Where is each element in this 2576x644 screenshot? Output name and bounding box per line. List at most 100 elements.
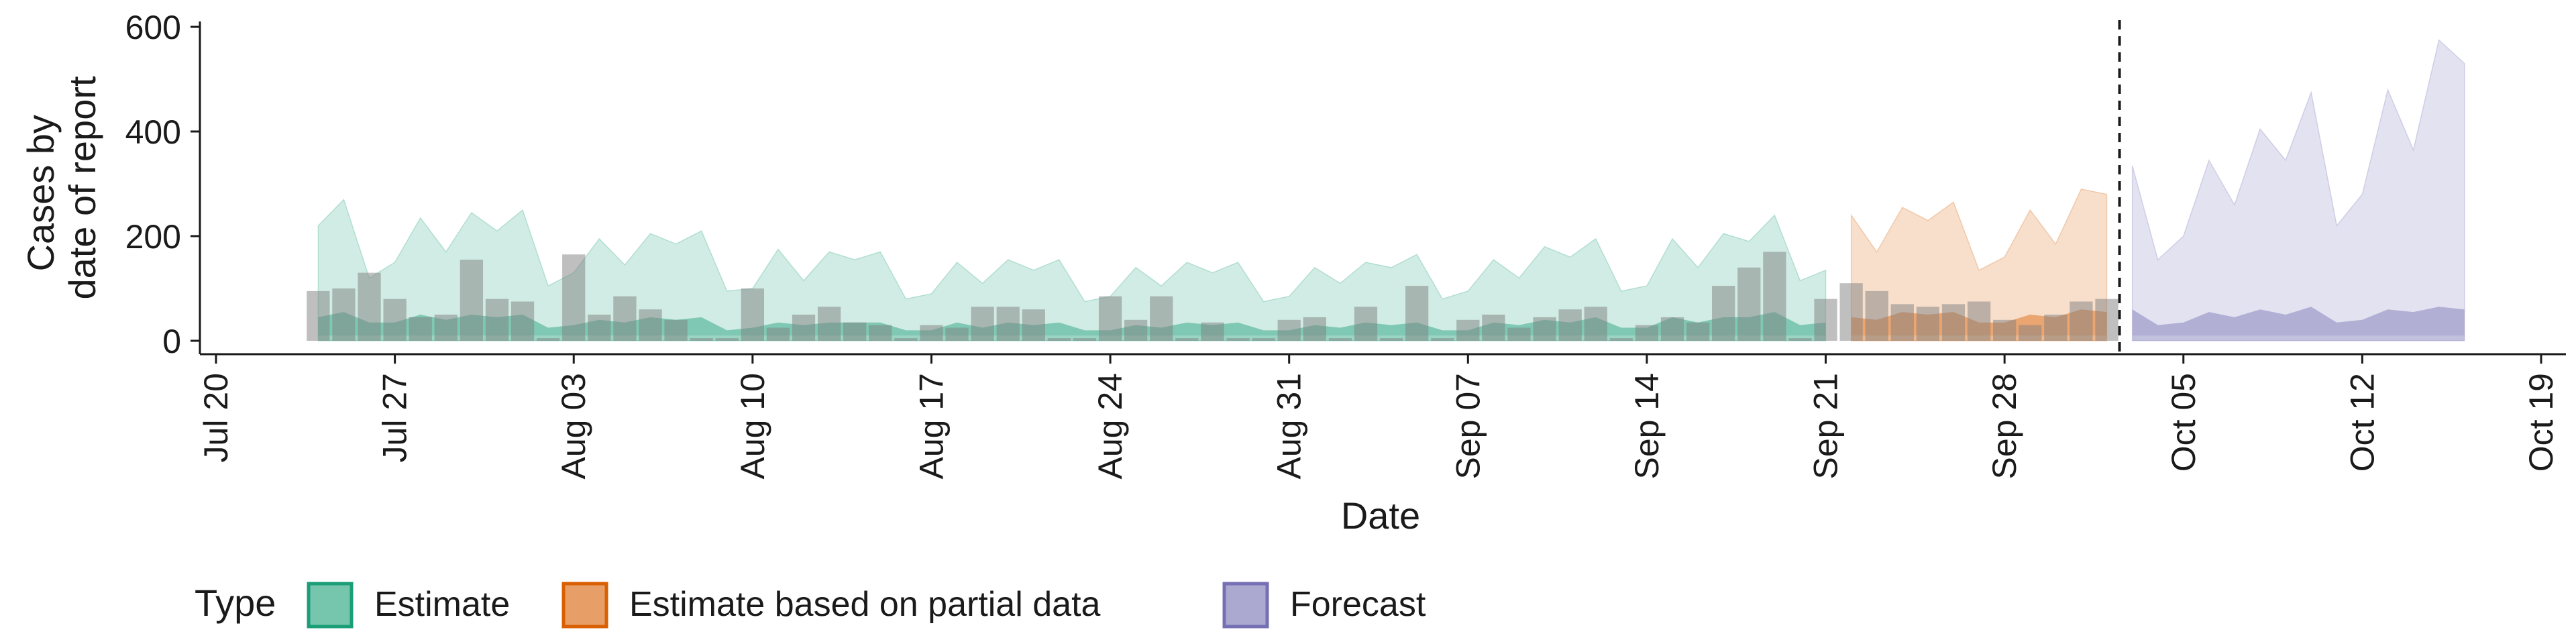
observed-bar <box>817 307 841 341</box>
observed-bar <box>1124 319 1148 341</box>
observed-bar <box>945 327 969 341</box>
observed-bar <box>409 317 432 341</box>
observed-bar <box>1073 338 1097 341</box>
x-tick-label: Jul 20 <box>197 373 235 462</box>
observed-bar <box>766 327 790 341</box>
observed-bar <box>1660 317 1684 341</box>
plot-area <box>307 20 2465 354</box>
axes: 0 200 400 600 Jul 20 Jul 27 Aug 03 Aug 10 Aug 1… <box>19 9 2566 537</box>
observed-bar <box>1277 319 1301 341</box>
observed-bar <box>1788 338 1812 341</box>
observed-bar <box>1839 283 1863 341</box>
observed-bar <box>1686 322 1710 341</box>
observed-bar <box>1609 338 1633 341</box>
y-axis-label: Cases by date of report <box>19 76 103 300</box>
observed-bar <box>1405 286 1429 341</box>
x-tick-label: Jul 27 <box>376 373 414 462</box>
legend-swatch <box>561 582 608 629</box>
y-tick-label: 600 <box>125 9 181 46</box>
x-tick-label: Sep 14 <box>1628 373 1666 479</box>
observed-bar <box>2095 299 2118 341</box>
legend-swatch <box>1222 582 1269 629</box>
observed-bar <box>664 319 688 341</box>
observed-bar <box>1533 317 1556 341</box>
x-tick-label: Sep 28 <box>1986 373 2023 479</box>
x-tick-label: Oct 12 <box>2343 373 2381 472</box>
observed-bar <box>1814 299 1837 341</box>
observed-bar <box>1993 319 2017 341</box>
observed-bar <box>562 254 586 341</box>
observed-bar <box>1635 325 1659 341</box>
observed-bar <box>1507 327 1531 341</box>
observed-bar <box>1456 319 1480 341</box>
observed-bar <box>741 288 764 341</box>
observed-bar <box>894 338 918 341</box>
legend-entries: Estimate Estimate based on partial data Fo… <box>307 582 1426 629</box>
credible-interval-bands <box>317 39 2465 341</box>
observed-bar <box>332 288 356 341</box>
observed-bar <box>1482 315 1505 341</box>
legend-label: Estimate based on partial data <box>629 585 1101 624</box>
observed-bar <box>920 325 943 341</box>
x-tick-label: Sep 21 <box>1807 373 1845 479</box>
observed-bar <box>1916 307 1940 341</box>
observed-bar <box>1047 338 1071 341</box>
observed-bar <box>792 315 816 341</box>
y-tick-label: 200 <box>125 218 181 256</box>
band-50-2 <box>2132 307 2465 336</box>
observed-bar <box>1737 267 1761 341</box>
x-axis-ticks: Jul 20 Jul 27 Aug 03 Aug 10 Aug 17 Aug 24 Aug … <box>197 354 2560 479</box>
observed-bars <box>307 252 2118 341</box>
x-tick-label: Aug 10 <box>734 373 771 479</box>
y-axis-label-line-1: Cases by <box>19 115 62 271</box>
band-low-2 <box>2132 335 2465 341</box>
band-90-2 <box>2131 39 2465 341</box>
observed-bar <box>2070 301 2093 341</box>
observed-bar <box>1226 338 1250 341</box>
observed-bar <box>1252 338 1275 341</box>
observed-bar <box>1865 290 1888 341</box>
observed-bar <box>1763 252 1786 341</box>
y-tick-label: 0 <box>162 323 181 360</box>
y-axis-label-line-2: date of report <box>61 76 103 300</box>
observed-bar <box>715 338 739 341</box>
observed-bar <box>1175 338 1199 341</box>
legend: Type Estimate Estimate based on partial d… <box>195 582 1426 629</box>
observed-bar <box>1890 304 1914 341</box>
observed-bar <box>307 290 330 341</box>
band-50-0 <box>318 312 1826 336</box>
y-axis-ticks: 0 200 400 600 <box>125 9 200 360</box>
observed-bar <box>1379 338 1403 341</box>
y-tick-label: 400 <box>125 113 181 151</box>
observed-bar <box>1098 296 1122 341</box>
observed-bar <box>1584 307 1607 341</box>
observed-bar <box>1328 338 1352 341</box>
observed-bar <box>1201 322 1224 341</box>
observed-bar <box>1354 307 1378 341</box>
x-tick-label: Aug 17 <box>912 373 950 479</box>
observed-bar <box>869 325 892 341</box>
x-tick-label: Oct 19 <box>2522 373 2560 472</box>
observed-bar <box>2044 315 2068 341</box>
x-tick-label: Aug 03 <box>555 373 592 479</box>
x-tick-label: Aug 31 <box>1271 373 1308 479</box>
observed-bar <box>537 338 560 341</box>
observed-bar <box>1712 286 1735 341</box>
observed-bar <box>996 307 1020 341</box>
observed-bar <box>1967 301 1991 341</box>
x-axis-label: Date <box>1341 494 1420 537</box>
observed-bar <box>1941 304 1966 341</box>
x-tick-label: Oct 05 <box>2165 373 2202 472</box>
observed-bar <box>2019 325 2042 341</box>
observed-bar <box>639 309 662 341</box>
observed-bar <box>971 307 994 341</box>
observed-bar <box>1431 338 1454 341</box>
observed-bar <box>690 338 713 341</box>
legend-swatch <box>307 582 354 629</box>
legend-title: Type <box>195 582 276 624</box>
observed-bar <box>1303 317 1326 341</box>
observed-bar <box>1022 309 1045 341</box>
observed-bar <box>843 322 867 341</box>
x-tick-label: Sep 07 <box>1449 373 1487 479</box>
